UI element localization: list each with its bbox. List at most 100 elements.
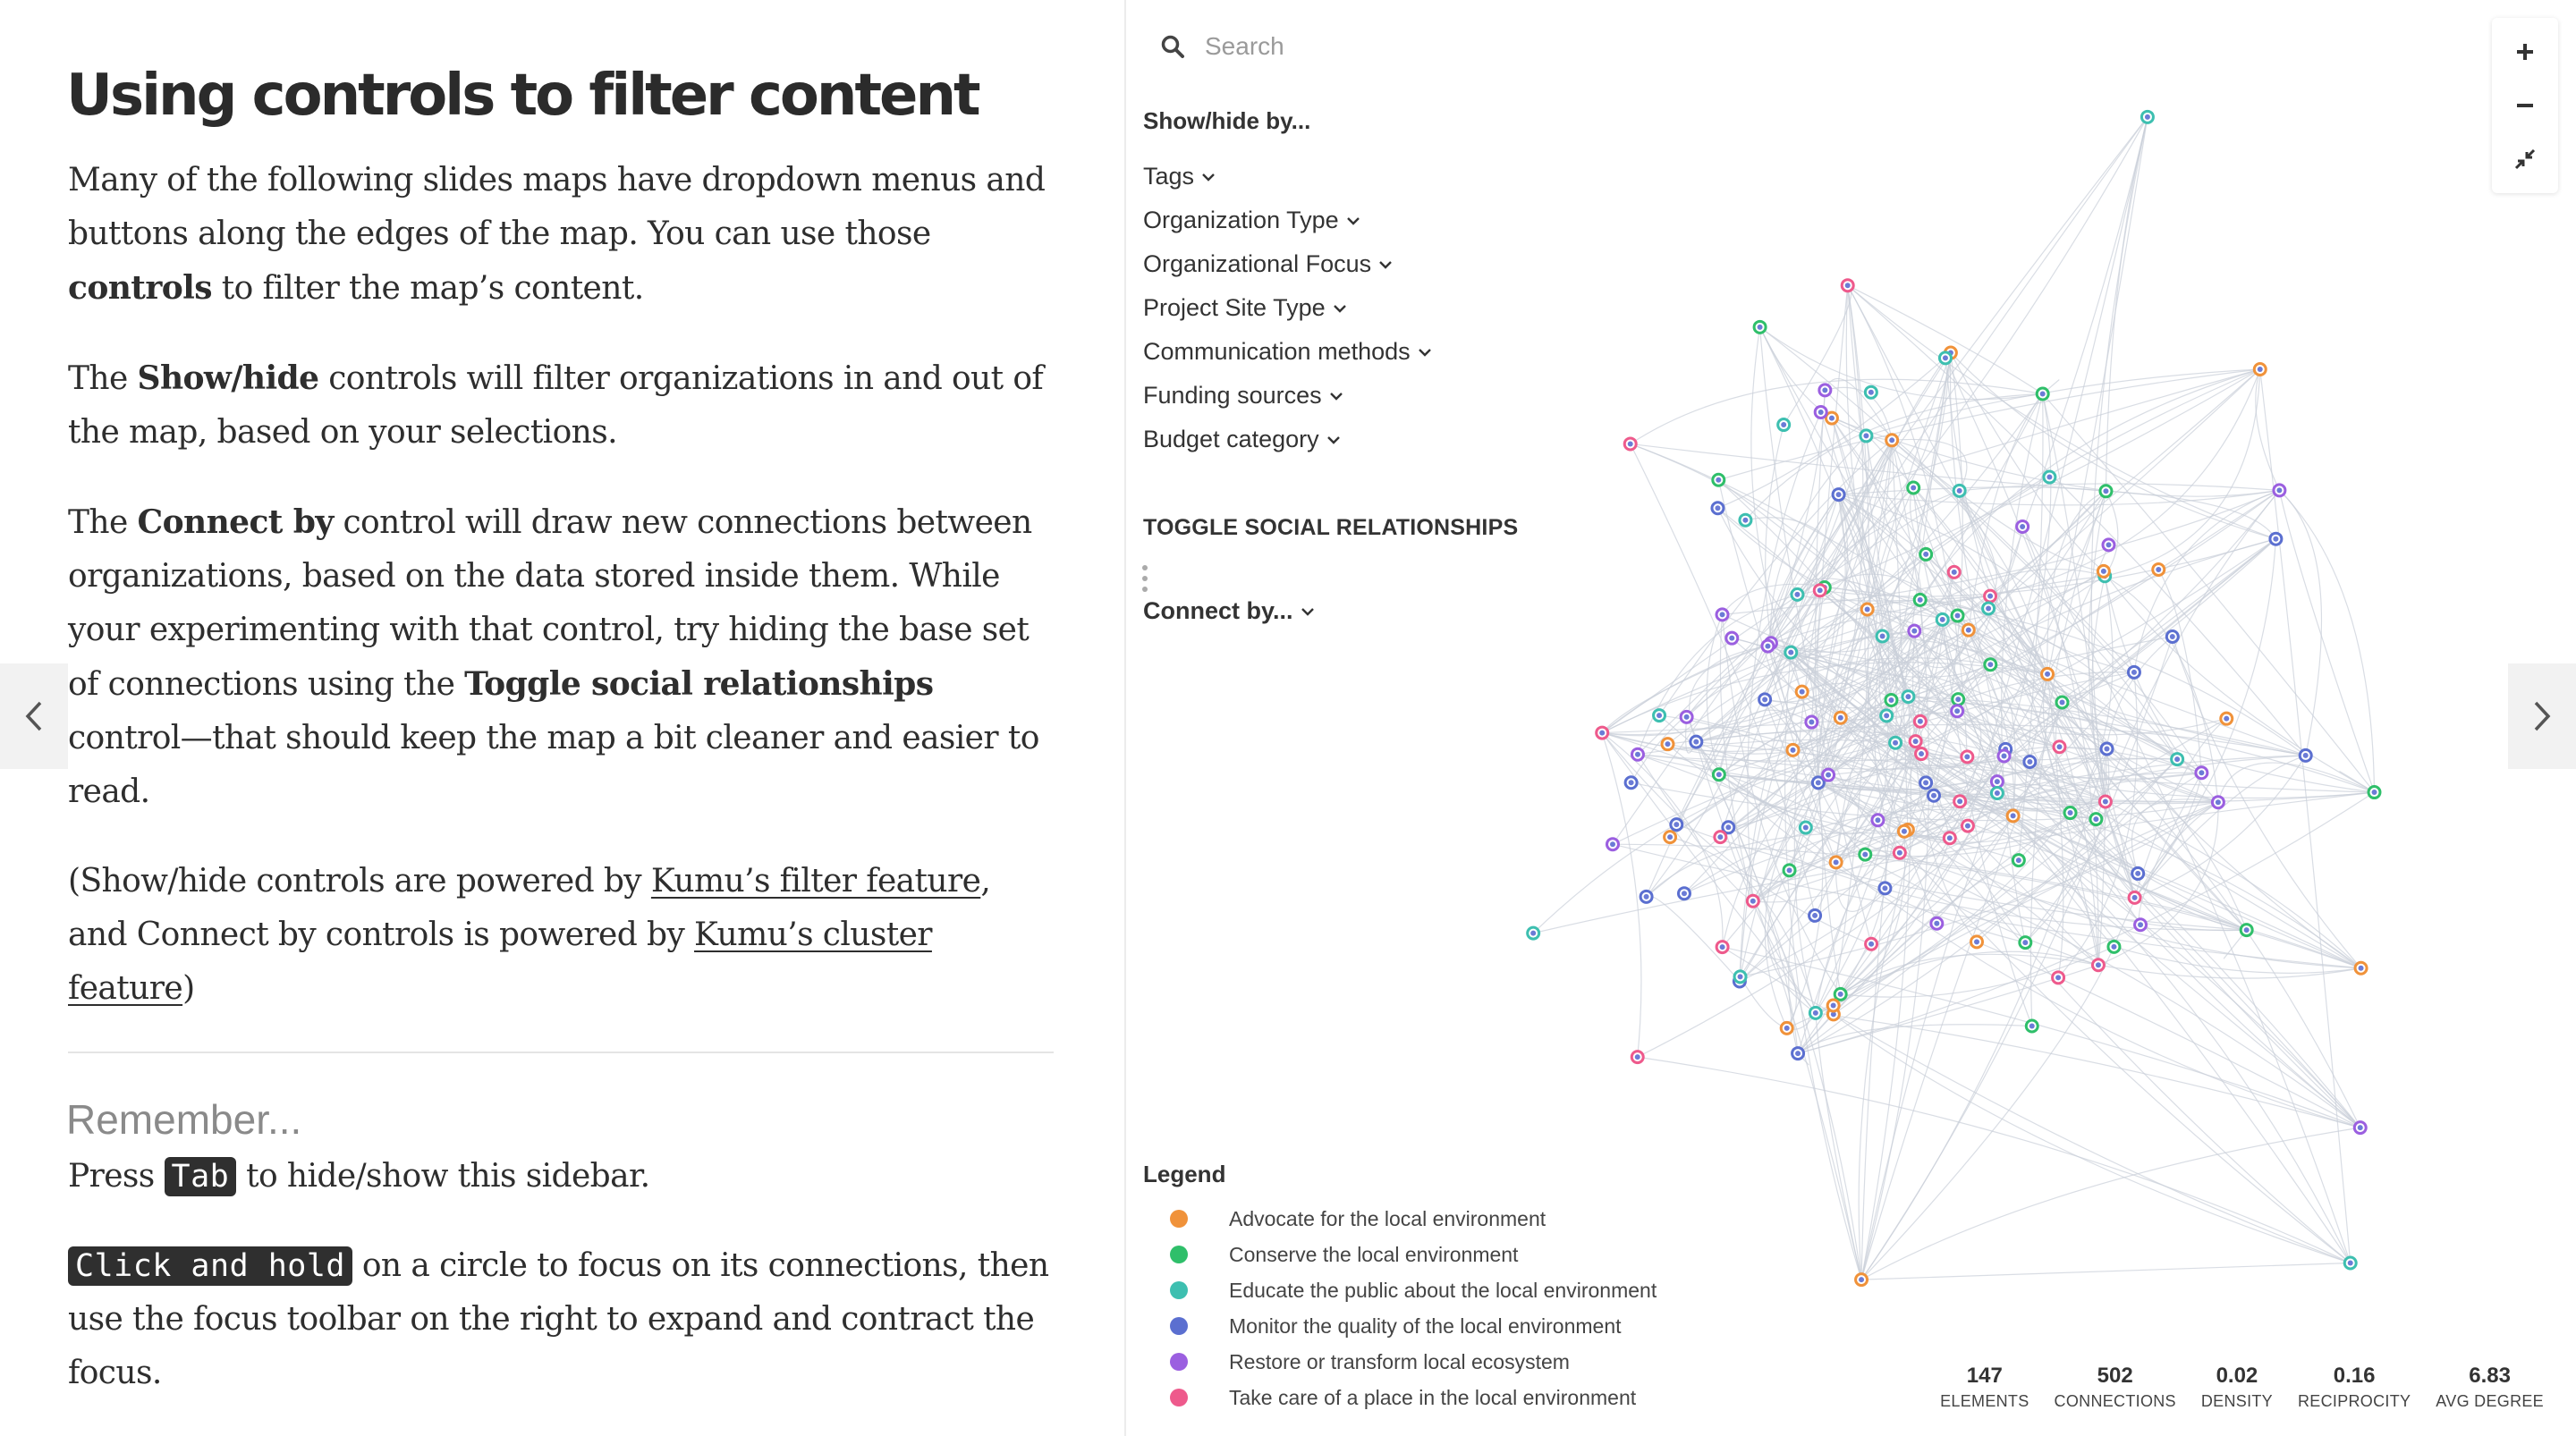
next-slide-button[interactable]: [2508, 663, 2576, 769]
organization-node[interactable]: [1785, 742, 1801, 757]
organization-node[interactable]: [1606, 837, 1621, 852]
organization-node[interactable]: [1660, 737, 1675, 752]
organization-node[interactable]: [2024, 1018, 2039, 1034]
organization-node[interactable]: [2170, 752, 2185, 767]
node-center[interactable]: [1830, 1011, 1836, 1018]
node-center[interactable]: [1917, 718, 1923, 724]
organization-node[interactable]: [1733, 969, 1748, 984]
node-center[interactable]: [2102, 798, 2108, 805]
node-center[interactable]: [1911, 628, 1918, 634]
node-center[interactable]: [2135, 870, 2141, 876]
organization-node[interactable]: [1952, 483, 1967, 498]
organization-node[interactable]: [2096, 563, 2111, 579]
search-input[interactable]: [1205, 32, 1563, 61]
node-center[interactable]: [1719, 944, 1725, 950]
organization-node[interactable]: [1942, 831, 1957, 846]
organization-node[interactable]: [2106, 939, 2122, 954]
organization-node[interactable]: [1989, 774, 2004, 790]
zoom-in-button[interactable]: [2503, 30, 2547, 74]
organization-node[interactable]: [1885, 433, 1900, 448]
organization-node[interactable]: [1863, 384, 1878, 400]
cluster-feature-link[interactable]: Kumu’s cluster feature: [68, 917, 933, 1007]
node-center[interactable]: [2100, 568, 2106, 574]
organization-node[interactable]: [1711, 472, 1726, 487]
organization-node[interactable]: [1983, 588, 1998, 604]
node-center[interactable]: [2022, 940, 2029, 946]
organization-node[interactable]: [1919, 546, 1934, 562]
node-center[interactable]: [1987, 593, 1994, 599]
node-center[interactable]: [1643, 893, 1649, 900]
graph-nodes[interactable]: [1526, 109, 2382, 1288]
organization-node[interactable]: [1996, 748, 2012, 764]
organization-node[interactable]: [1760, 638, 1775, 654]
node-center[interactable]: [2357, 1125, 2363, 1131]
organization-node[interactable]: [2194, 765, 2209, 781]
organization-node[interactable]: [1713, 830, 1728, 845]
node-center[interactable]: [1930, 792, 1936, 798]
organization-node[interactable]: [2239, 923, 2254, 938]
node-center[interactable]: [2243, 927, 2250, 933]
drag-handle-icon[interactable]: [1140, 563, 1149, 594]
organization-node[interactable]: [1912, 592, 1928, 607]
node-center[interactable]: [2055, 975, 2062, 981]
organization-node[interactable]: [1989, 786, 2004, 801]
organization-node[interactable]: [1630, 747, 1645, 762]
organization-node[interactable]: [2090, 958, 2106, 973]
organization-node[interactable]: [2165, 629, 2180, 645]
node-center[interactable]: [2045, 671, 2051, 677]
organization-node[interactable]: [2219, 711, 2234, 726]
organization-node[interactable]: [1595, 725, 1610, 740]
node-center[interactable]: [2273, 536, 2279, 542]
organization-node[interactable]: [2097, 794, 2113, 809]
organization-node[interactable]: [1810, 775, 1826, 790]
organization-node[interactable]: [1953, 794, 1968, 809]
node-center[interactable]: [1599, 730, 1606, 736]
organization-node[interactable]: [1907, 623, 1922, 638]
node-center[interactable]: [1884, 713, 1890, 719]
node-center[interactable]: [2215, 799, 2221, 806]
node-center[interactable]: [1864, 606, 1870, 612]
filter-funding-sources[interactable]: Funding sources: [1143, 374, 1644, 418]
network-graph[interactable]: [1128, 0, 2576, 1436]
node-center[interactable]: [1683, 714, 1690, 720]
organization-node[interactable]: [1879, 708, 1894, 723]
organization-node[interactable]: [1738, 512, 1753, 528]
node-center[interactable]: [2138, 922, 2144, 928]
node-center[interactable]: [2174, 756, 2181, 763]
search-bar[interactable]: [1160, 27, 1607, 66]
node-center[interactable]: [1957, 798, 1963, 805]
organization-node[interactable]: [1828, 855, 1843, 870]
organization-node[interactable]: [1689, 734, 1704, 749]
organization-node[interactable]: [1804, 714, 1819, 730]
organization-node[interactable]: [1946, 564, 1962, 579]
organization-node[interactable]: [2052, 739, 2067, 755]
node-center[interactable]: [1750, 898, 1756, 904]
node-center[interactable]: [2257, 367, 2263, 373]
node-center[interactable]: [1786, 867, 1792, 874]
organization-node[interactable]: [1929, 916, 1945, 931]
organization-node[interactable]: [1935, 612, 1950, 627]
node-center[interactable]: [2027, 758, 2033, 764]
node-center[interactable]: [1862, 851, 1868, 857]
node-center[interactable]: [2067, 810, 2073, 816]
organization-node[interactable]: [1821, 767, 1836, 782]
organization-node[interactable]: [1758, 692, 1773, 707]
node-center[interactable]: [2169, 634, 2175, 640]
node-center[interactable]: [1965, 627, 1971, 633]
node-center[interactable]: [1781, 422, 1787, 428]
node-center[interactable]: [2276, 487, 2283, 494]
node-center[interactable]: [1837, 991, 1843, 997]
organization-node[interactable]: [1983, 657, 1998, 672]
organization-node[interactable]: [1919, 775, 1934, 790]
organization-node[interactable]: [1950, 608, 1965, 623]
organization-node[interactable]: [1896, 824, 1911, 839]
organization-node[interactable]: [1776, 418, 1792, 433]
organization-node[interactable]: [1884, 692, 1899, 707]
node-center[interactable]: [1757, 324, 1763, 330]
node-center[interactable]: [1693, 739, 1699, 745]
node-center[interactable]: [1986, 605, 1992, 612]
organization-node[interactable]: [1779, 1020, 1794, 1035]
organization-node[interactable]: [1808, 1005, 1823, 1020]
organization-node[interactable]: [1813, 404, 1828, 419]
node-center[interactable]: [2020, 523, 2026, 529]
